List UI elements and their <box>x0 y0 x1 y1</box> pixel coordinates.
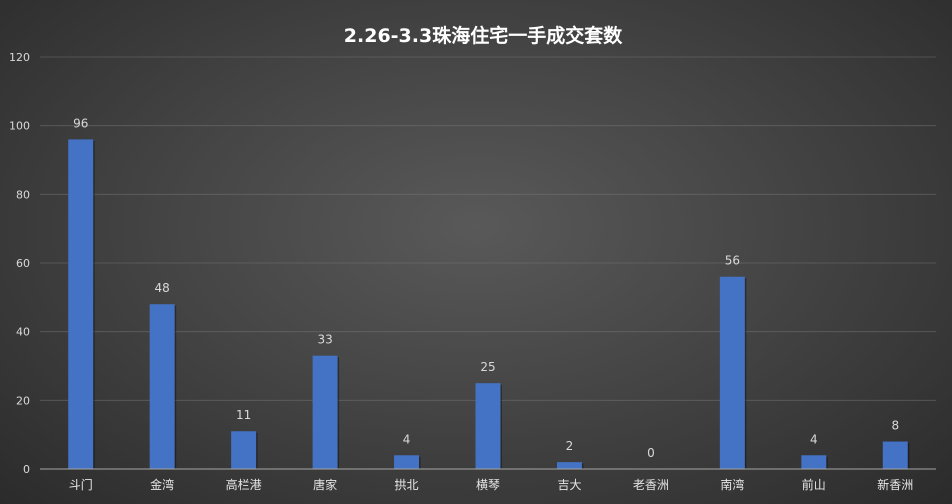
bar <box>68 139 94 469</box>
bars <box>68 139 910 469</box>
x-tick-label: 拱北 <box>395 478 419 492</box>
x-tick-label: 吉大 <box>557 478 581 492</box>
x-tick-label: 唐家 <box>313 477 337 492</box>
x-tick-label: 金湾 <box>150 477 174 492</box>
y-tick-label: 20 <box>16 394 30 407</box>
x-tick-label: 南湾 <box>720 477 744 492</box>
gridlines <box>40 56 936 401</box>
data-label: 8 <box>891 419 899 433</box>
chart-title: 2.26-3.3珠海住宅一手成交套数 <box>344 24 623 47</box>
data-label: 25 <box>480 360 495 374</box>
bar <box>556 462 582 469</box>
bar <box>719 276 745 469</box>
x-tick-label: 斗门 <box>69 477 93 492</box>
y-tick-label: 40 <box>16 326 30 339</box>
bar <box>312 355 338 469</box>
data-label: 48 <box>155 281 170 295</box>
data-label: 96 <box>73 116 88 130</box>
x-axis-labels: 斗门 金湾 高栏港 唐家 拱北 横琴 吉大 老香洲 南湾 前山 新香洲 <box>69 477 914 492</box>
bar <box>801 455 827 469</box>
x-tick-label: 横琴 <box>476 478 500 492</box>
data-label: 4 <box>810 432 818 446</box>
x-tick-label: 高栏港 <box>226 477 262 492</box>
y-tick-label: 60 <box>16 257 30 270</box>
data-label: 33 <box>317 333 332 347</box>
bar <box>475 383 501 469</box>
data-label: 4 <box>403 432 411 446</box>
bar <box>231 431 257 469</box>
x-tick-label: 老香洲 <box>633 478 669 492</box>
y-tick-label: 120 <box>9 51 30 64</box>
x-tick-label: 前山 <box>802 477 826 492</box>
data-label: 11 <box>236 408 251 422</box>
x-tick-label: 新香洲 <box>877 477 913 492</box>
bar <box>882 441 908 469</box>
y-tick-label: 0 <box>23 463 30 476</box>
data-label: 56 <box>725 254 740 268</box>
y-axis-ticks: 0 20 40 60 80 100 120 <box>9 51 30 476</box>
bar <box>394 455 420 469</box>
data-label: 0 <box>647 446 655 460</box>
y-tick-label: 80 <box>16 188 30 201</box>
y-tick-label: 100 <box>9 120 30 133</box>
bar <box>149 304 175 469</box>
data-label: 2 <box>566 439 574 453</box>
